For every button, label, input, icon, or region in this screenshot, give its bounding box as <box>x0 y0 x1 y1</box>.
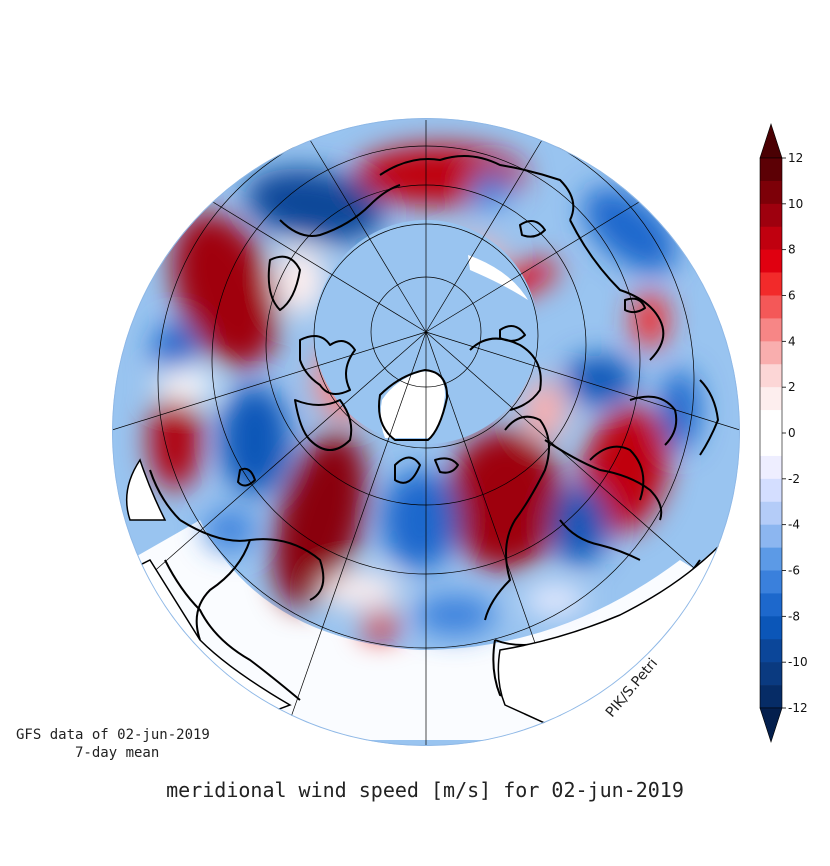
colorbar-tick-label: 2 <box>788 380 796 394</box>
colorbar-segment <box>760 318 782 342</box>
colorbar-segment <box>760 570 782 594</box>
colorbar-segment <box>760 226 782 250</box>
globe <box>112 118 740 746</box>
colorbar-tick-label: 0 <box>788 426 796 440</box>
colorbar-tick-label: -4 <box>788 518 800 532</box>
greenland-ice <box>380 371 445 438</box>
colorbar-tick-label: 6 <box>788 289 796 303</box>
colorbar-segment <box>760 203 782 228</box>
source-line-2: 7-day mean <box>75 745 159 761</box>
colorbar-tick-label: 10 <box>788 197 803 211</box>
colorbar-segment <box>760 501 782 525</box>
colorbar-segment <box>760 249 782 273</box>
colorbar-segment <box>760 639 782 663</box>
colorbar-segment <box>760 341 782 365</box>
colorbar-tick-label: -2 <box>788 472 800 486</box>
colorbar-segment <box>760 180 782 205</box>
colorbar-tick-label: -12 <box>788 701 808 715</box>
colorbar-bottom-arrow <box>759 707 783 743</box>
colorbar-tick-label: 12 <box>788 151 803 165</box>
colorbar-segment <box>760 364 782 388</box>
colorbar: 12 10 8 6 4 2 0 -2 -4 -6 -8 -10 -12 <box>759 123 808 743</box>
colorbar-segment <box>760 547 782 571</box>
colorbar-segment <box>760 662 782 686</box>
colorbar-segments <box>759 157 783 709</box>
colorbar-top-arrow <box>759 123 783 159</box>
colorbar-segment <box>760 455 782 480</box>
colorbar-tick-label: 8 <box>788 243 796 257</box>
colorbar-tick-label: 4 <box>788 334 796 348</box>
colorbar-ticks: 12 10 8 6 4 2 0 -2 -4 -6 -8 -10 -12 <box>782 151 808 715</box>
colorbar-segment <box>760 433 782 457</box>
colorbar-segment <box>760 616 782 640</box>
colorbar-segment <box>760 158 782 182</box>
colorbar-segment <box>760 295 782 319</box>
coastlines <box>149 155 719 703</box>
graticule <box>112 118 740 746</box>
colorbar-segment <box>760 410 782 434</box>
colorbar-segment <box>760 272 782 296</box>
colorbar-segment <box>760 524 782 548</box>
colorbar-tick-label: -8 <box>788 609 800 623</box>
colorbar-segment <box>760 478 782 503</box>
map-title: meridional wind speed [m/s] for 02-jun-2… <box>166 778 684 802</box>
colorbar-segment <box>760 387 782 411</box>
colorbar-tick-label: -6 <box>788 564 800 578</box>
rim-land <box>125 458 740 731</box>
colorbar-segment <box>760 593 782 617</box>
colorbar-segment <box>760 685 782 709</box>
colorbar-tick-label: -10 <box>788 655 808 669</box>
source-line-1: GFS data of 02-jun-2019 <box>16 727 210 743</box>
